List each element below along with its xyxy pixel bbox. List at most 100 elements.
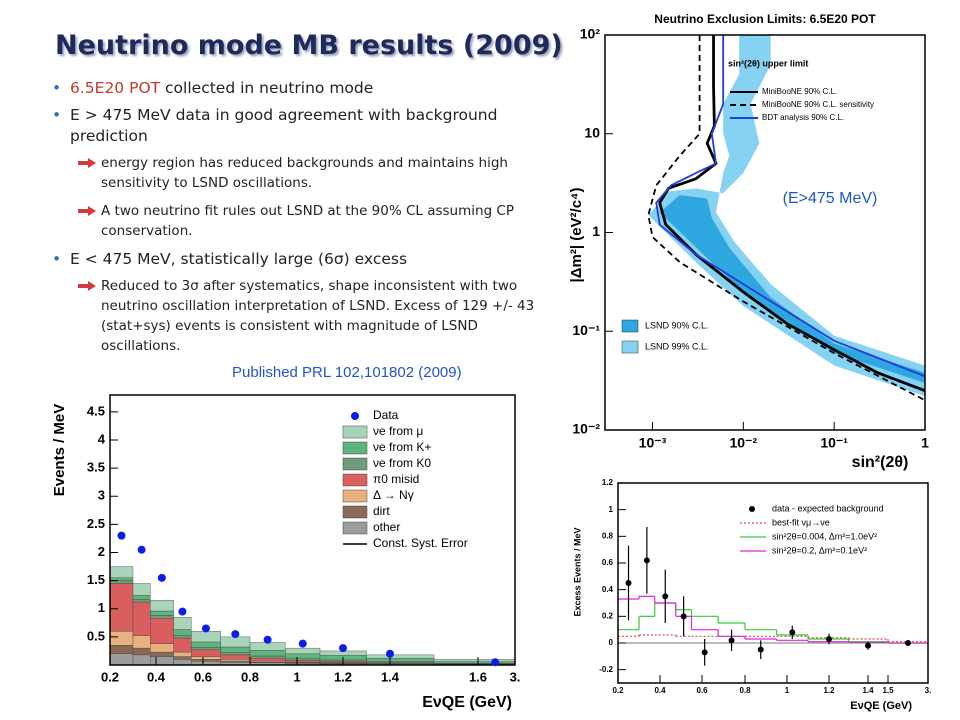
legend-title: sin²(2θ) upper limit xyxy=(728,58,808,68)
bullet-text: E < 475 MeV, statistically large (6σ) ex… xyxy=(70,250,408,268)
stack-segment xyxy=(220,652,251,656)
y-tick-label: 0 xyxy=(609,638,614,647)
stack-segment xyxy=(433,661,516,664)
bullet-list: • 6.5E20 POT collected in neutrino mode •… xyxy=(48,78,543,364)
stack-segment xyxy=(150,600,174,612)
y-tick-label: 1 xyxy=(98,600,105,615)
data-point xyxy=(789,629,796,636)
legend-swatch xyxy=(342,441,368,455)
stack-segment xyxy=(150,651,174,657)
stack-segment xyxy=(191,631,221,643)
stack-segment xyxy=(191,641,221,648)
x-tick-label: 1.4 xyxy=(381,669,400,684)
y-tick-label: -0.2 xyxy=(599,665,613,674)
chart-title: Neutrino Exclusion Limits: 6.5E20 POT xyxy=(654,12,876,26)
arrow-icon xyxy=(78,281,96,291)
legend-swatch xyxy=(342,489,368,503)
legend-label: Const. Syst. Error xyxy=(373,536,468,550)
stack-segment xyxy=(173,634,192,639)
legend-label: LSND 99% C.L. xyxy=(645,341,709,351)
plot-frame xyxy=(109,394,516,666)
bullet: • E > 475 MeV data in good agreement with… xyxy=(52,106,498,145)
legend-label: νe from K+ xyxy=(373,440,431,454)
legend-label: π0 misid xyxy=(373,472,419,486)
slide-title: Neutrino mode MB results (2009) xyxy=(55,30,563,61)
limit-curve xyxy=(647,35,926,402)
legend-label: BDT analysis 90% C.L. xyxy=(762,113,844,122)
legend-swatch xyxy=(342,521,368,535)
legend-label: Δ → Nγ xyxy=(373,488,414,502)
y-axis-label: |Δm²| (eV²/c⁴) xyxy=(568,188,585,283)
stack-segment xyxy=(132,595,151,600)
stack-segment xyxy=(366,658,435,662)
stack-segment xyxy=(285,658,321,661)
x-tick-label: 3. xyxy=(510,669,521,684)
stack-segment xyxy=(220,636,251,648)
stack-segment xyxy=(150,656,174,666)
y-tick-label: 1.2 xyxy=(602,478,614,487)
x-tick-label: 10⁻³ xyxy=(639,435,667,451)
stack-segment xyxy=(433,659,516,662)
legend-label: MiniBooNE 90% C.L. xyxy=(762,87,837,96)
stack-segment xyxy=(173,656,192,660)
data-point xyxy=(865,642,871,649)
x-tick-label: 1 xyxy=(293,669,300,684)
data-point xyxy=(701,649,708,656)
stack-segment xyxy=(150,643,174,653)
x-tick-label: 0.8 xyxy=(241,669,259,684)
legend-label: sin²2θ=0.004, Δm²=1.0eV² xyxy=(772,531,877,541)
stack-segment xyxy=(285,653,321,660)
plot-frame xyxy=(617,482,929,684)
y-tick-label: 3 xyxy=(98,488,105,503)
y-tick-label: 0.4 xyxy=(602,585,614,594)
y-tick-label: 1 xyxy=(592,223,600,239)
x-tick-label: 0.6 xyxy=(194,669,212,684)
x-tick-label: 1.2 xyxy=(823,686,835,695)
arrow-icon xyxy=(78,158,96,168)
stack-segment xyxy=(132,654,151,666)
stack-segment xyxy=(191,649,221,657)
legend-marker xyxy=(749,506,755,512)
stack-segment xyxy=(132,635,151,649)
x-tick-label: 1.2 xyxy=(334,669,352,684)
y-tick-label: 0.5 xyxy=(87,628,105,643)
y-tick-label: 3.5 xyxy=(87,460,105,475)
x-tick-label: 10⁻¹ xyxy=(820,435,848,451)
data-point xyxy=(728,637,735,644)
stack-segment xyxy=(249,655,286,659)
sub-bullet: energy region has reduced backgrounds an… xyxy=(48,153,543,193)
stack-segment xyxy=(220,646,251,653)
sub-text: energy region has reduced backgrounds an… xyxy=(101,155,508,191)
stack-segment xyxy=(109,631,134,646)
stack-segment xyxy=(249,658,286,662)
data-point xyxy=(339,644,347,653)
x-tick-label: 1 xyxy=(921,435,929,451)
legend-swatch xyxy=(621,319,639,333)
data-point xyxy=(757,646,764,653)
y-tick-label: 10⁻¹ xyxy=(572,322,600,338)
arrow-icon xyxy=(78,206,96,216)
lsnd-region xyxy=(659,194,925,383)
stack-segment xyxy=(191,656,221,660)
data-point xyxy=(680,613,687,620)
y-tick-label: 0.6 xyxy=(602,558,614,567)
stack-segment xyxy=(173,637,192,653)
legend-swatch xyxy=(342,457,368,471)
stack-segment xyxy=(191,647,221,651)
stack-segment xyxy=(150,615,174,619)
data-point xyxy=(491,658,500,667)
x-tick-label: 0.6 xyxy=(696,686,708,695)
data-point xyxy=(386,649,394,658)
stack-segment xyxy=(173,659,192,666)
data-point xyxy=(117,531,126,540)
data-point xyxy=(643,557,650,564)
sub-text: Reduced to 3σ after systematics, shape i… xyxy=(101,278,535,354)
y-tick-label: 1.5 xyxy=(87,572,105,587)
stack-segment xyxy=(132,601,151,636)
y-tick-label: 0.8 xyxy=(602,531,614,540)
stack-segment xyxy=(109,645,134,654)
bullet-text: collected in neutrino mode xyxy=(160,79,374,97)
x-axis-label: EνQE (GeV) xyxy=(422,694,512,711)
data-point xyxy=(298,639,307,648)
